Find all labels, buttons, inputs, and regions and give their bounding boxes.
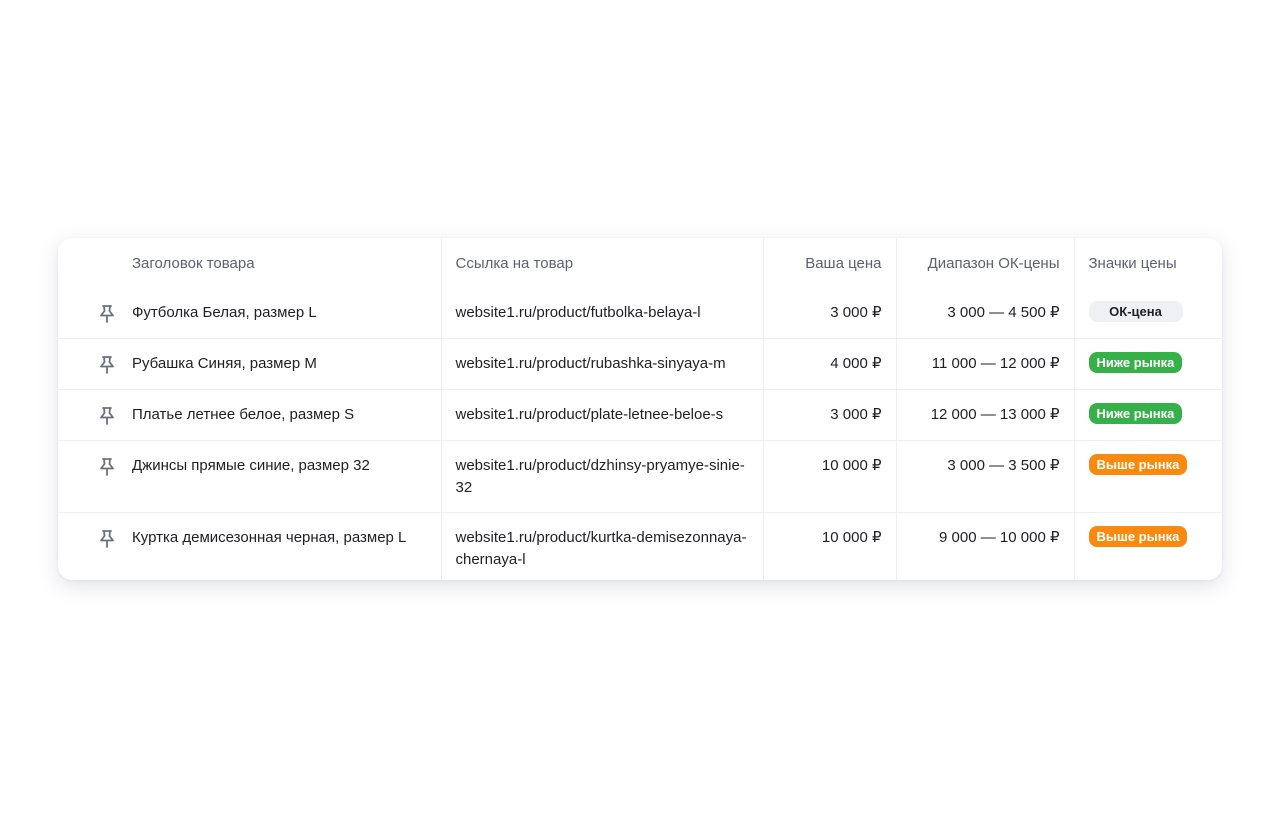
header-ok-range[interactable]: Диапазон ОК-цены [895, 238, 1074, 288]
price-badge: ОК-цена [1088, 301, 1183, 322]
your-price: 3 000 ₽ [762, 389, 896, 441]
ok-price-range: 3 000 — 3 500 ₽ [895, 440, 1074, 513]
pin-icon[interactable] [98, 529, 116, 549]
price-badge: Ниже рынка [1088, 403, 1183, 424]
pin-icon[interactable] [98, 304, 116, 324]
pin-icon[interactable] [98, 406, 116, 426]
title-cell: Рубашка Синяя, размер M [58, 338, 441, 390]
title-cell: Платье летнее белое, размер S [58, 389, 441, 441]
ok-price-range: 9 000 — 10 000 ₽ [895, 512, 1074, 580]
badge-cell: Выше рынка [1073, 512, 1222, 580]
product-link[interactable]: website1.ru/product/dzhinsy-pryamye-sini… [440, 440, 763, 513]
product-title: Рубашка Синяя, размер M [132, 355, 317, 372]
badge-cell: Выше рынка [1073, 440, 1222, 513]
ok-price-range: 12 000 — 13 000 ₽ [895, 389, 1074, 441]
pin-icon[interactable] [98, 457, 116, 477]
ok-price-range: 11 000 — 12 000 ₽ [895, 338, 1074, 390]
table-row[interactable]: Рубашка Синяя, размер M website1.ru/prod… [58, 338, 1222, 390]
product-title: Джинсы прямые синие, размер 32 [132, 457, 370, 474]
header-title[interactable]: Заголовок товара [132, 254, 255, 272]
table-row[interactable]: Джинсы прямые синие, размер 32 website1.… [58, 440, 1222, 513]
header-price[interactable]: Ваша цена [762, 238, 896, 288]
table-row[interactable]: Куртка демисезонная черная, размер L web… [58, 512, 1222, 580]
header-badges[interactable]: Значки цены [1073, 238, 1222, 288]
title-cell: Куртка демисезонная черная, размер L [58, 512, 441, 580]
table-row[interactable]: Футболка Белая, размер L website1.ru/pro… [58, 288, 1222, 339]
your-price: 10 000 ₽ [762, 440, 896, 513]
ok-price-range: 3 000 — 4 500 ₽ [895, 288, 1074, 339]
price-badge: Выше рынка [1088, 526, 1188, 547]
title-cell: Джинсы прямые синие, размер 32 [58, 440, 441, 513]
table-header-row: Заголовок товара Ссылка на товар Ваша це… [58, 238, 1222, 288]
your-price: 4 000 ₽ [762, 338, 896, 390]
price-badge: Выше рынка [1088, 454, 1188, 475]
your-price: 10 000 ₽ [762, 512, 896, 580]
title-cell: Футболка Белая, размер L [58, 288, 441, 339]
product-title: Футболка Белая, размер L [132, 304, 317, 321]
products-price-table: Заголовок товара Ссылка на товар Ваша це… [58, 238, 1222, 580]
product-link[interactable]: website1.ru/product/futbolka-belaya-l [440, 288, 763, 339]
header-link[interactable]: Ссылка на товар [440, 238, 763, 288]
product-link[interactable]: website1.ru/product/plate-letnee-beloe-s [440, 389, 763, 441]
product-link[interactable]: website1.ru/product/rubashka-sinyaya-m [440, 338, 763, 390]
table-row[interactable]: Платье летнее белое, размер S website1.r… [58, 389, 1222, 441]
badge-cell: ОК-цена [1073, 288, 1222, 339]
product-title: Платье летнее белое, размер S [132, 406, 355, 423]
pin-icon[interactable] [98, 355, 116, 375]
price-badge: Ниже рынка [1088, 352, 1183, 373]
products-price-table-card: Заголовок товара Ссылка на товар Ваша це… [58, 238, 1222, 580]
badge-cell: Ниже рынка [1073, 338, 1222, 390]
product-link[interactable]: website1.ru/product/kurtka-demisezonnaya… [440, 512, 763, 580]
your-price: 3 000 ₽ [762, 288, 896, 339]
product-title: Куртка демисезонная черная, размер L [132, 529, 407, 546]
badge-cell: Ниже рынка [1073, 389, 1222, 441]
